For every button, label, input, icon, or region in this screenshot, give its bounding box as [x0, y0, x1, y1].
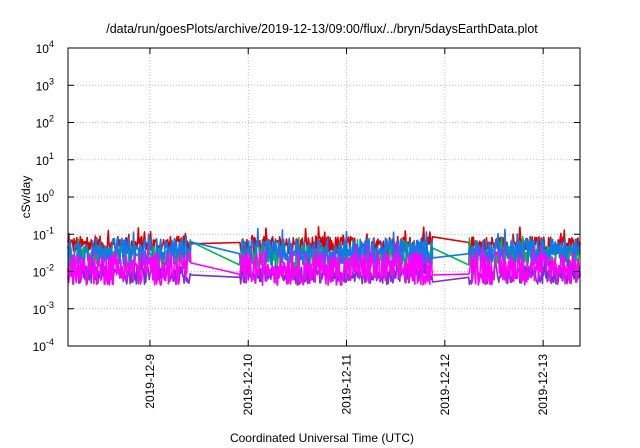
grid — [68, 48, 580, 346]
x-tick-label: 2019-12-10 — [241, 354, 255, 416]
y-tick-label: 102 — [36, 114, 54, 131]
series-line — [67, 242, 581, 286]
y-axis-label: cSv/day — [19, 176, 33, 219]
y-tick-label: 10-3 — [33, 300, 54, 317]
x-tick-label: 2019-12-13 — [536, 354, 550, 416]
x-tick-label: 2019-12-11 — [340, 354, 354, 415]
y-tick-label: 100 — [36, 188, 54, 205]
y-tick-label: 10-4 — [33, 337, 54, 354]
y-tick-label: 104 — [36, 39, 54, 56]
y-axis: 10-4 10-3 10-2 10-1 100 101 102 103 104 — [33, 39, 580, 354]
series-line — [67, 227, 581, 265]
x-tick-label: 2019-12-9 — [143, 354, 157, 409]
y-tick-label: 10-2 — [33, 263, 54, 280]
y-tick-label: 10-1 — [33, 225, 54, 242]
x-axis-label: Coordinated Universal Time (UTC) — [230, 431, 414, 445]
y-tick-label: 101 — [36, 151, 54, 168]
y-tick-label: 103 — [36, 76, 54, 93]
series-group — [67, 226, 581, 286]
x-axis: 2019-12-9 2019-12-10 2019-12-11 2019-12-12 2… — [143, 48, 550, 415]
chart-title: /data/run/goesPlots/archive/2019-12-13/0… — [106, 22, 538, 36]
x-tick-label: 2019-12-12 — [438, 354, 452, 416]
